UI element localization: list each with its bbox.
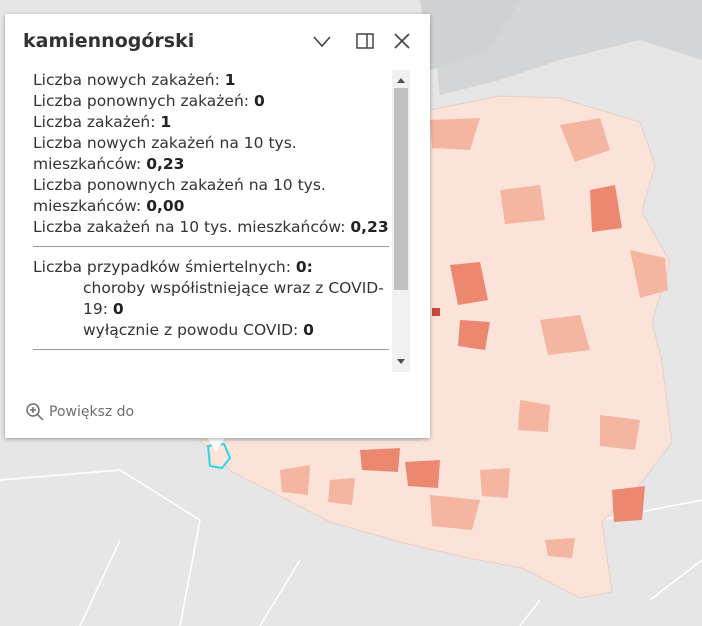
popup-pointer [206,436,226,452]
divider [33,349,389,350]
field-label: Liczba zakażeń na 10 tys. mieszkańców: [33,218,346,236]
field: Liczba nowych zakażeń: 1 [33,70,389,91]
field: Liczba ponownych zakażeń: 0 [33,91,389,112]
popup-content: Liczba nowych zakażeń: 1 Liczba ponownych… [33,70,389,370]
field-value: 0 [303,321,314,339]
field-value: 1 [160,113,172,131]
field: Liczba ponownych zakażeń na 10 tys. mies… [33,175,389,217]
scroll-thumb[interactable] [394,88,408,290]
field-label: Liczba ponownych zakażeń: [33,92,249,110]
field-value: 0: [295,258,313,276]
scrollbar[interactable] [392,70,410,372]
field-value: 0,23 [350,218,389,236]
divider [33,246,389,247]
field: Liczba zakażeń: 1 [33,112,389,133]
field-value: 0,23 [146,155,185,173]
popup-title: kamiennogórski [23,30,195,52]
zoom-icon [26,403,44,421]
field-label: Liczba zakażeń: [33,113,156,131]
field: choroby współistniejące wraz z COVID-19:… [33,278,389,320]
field-label: choroby współistniejące wraz z COVID-19: [83,279,384,318]
dock-button[interactable] [354,30,376,52]
scroll-arrows [397,78,405,364]
zoom-to[interactable]: Powiększ do [25,402,134,422]
field-label: Liczba nowych zakażeń na 10 tys. mieszka… [33,134,297,173]
close-button[interactable] [391,30,413,52]
field-label: Liczba przypadków śmiertelnych: [33,258,291,276]
field: Liczba nowych zakażeń na 10 tys. mieszka… [33,133,389,175]
field: wyłącznie z powodu COVID: 0 [33,320,389,341]
field-value: 0,00 [146,197,185,215]
field-value: 0 [253,92,265,110]
field: Liczba przypadków śmiertelnych: 0: [33,257,389,278]
field-value: 0 [112,300,124,318]
field: Liczba zakażeń na 10 tys. mieszkańców: 0… [33,217,389,238]
field-label: wyłącznie z powodu COVID: [83,321,299,339]
field-value: 1 [224,71,236,89]
field-label: Liczba nowych zakażeń: [33,71,220,89]
field-label: Liczba ponownych zakażeń na 10 tys. mies… [33,176,326,215]
zoom-label: Powiększ do [49,404,135,420]
collapse-button[interactable] [311,30,333,52]
